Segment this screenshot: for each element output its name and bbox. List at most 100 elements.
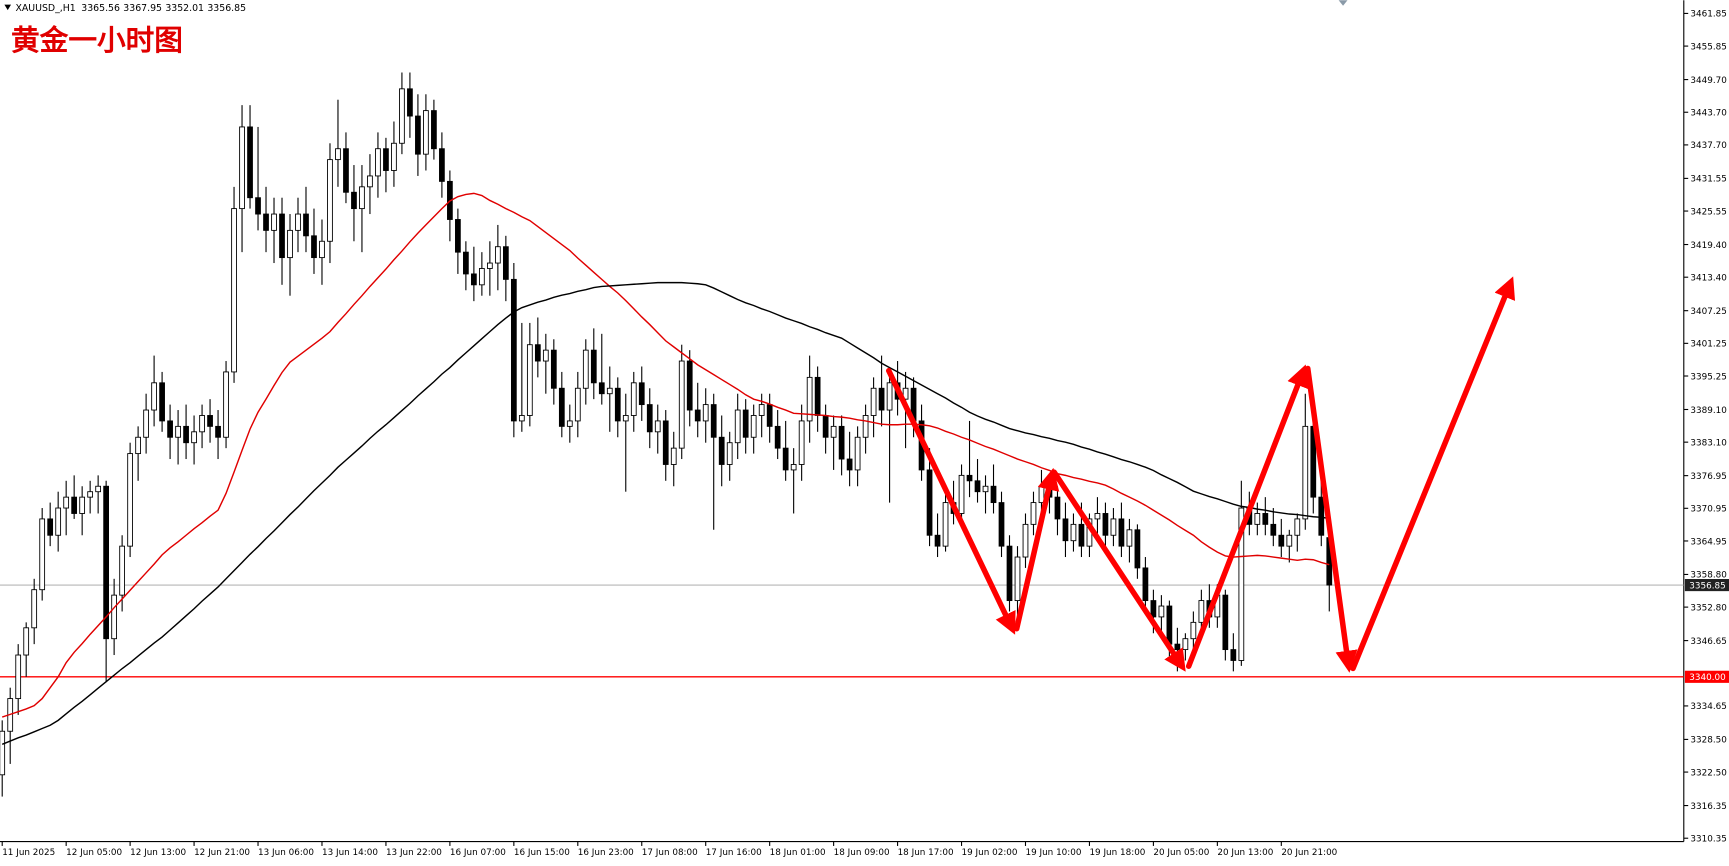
candle-body	[15, 654, 22, 700]
candle-body	[1174, 643, 1181, 651]
candle-body	[1030, 502, 1037, 525]
candle-body	[806, 376, 813, 422]
candle-body	[486, 262, 493, 269]
candle-body	[1062, 518, 1069, 542]
candle-body	[1142, 567, 1149, 602]
candle-body	[463, 251, 469, 275]
candle-body	[47, 518, 54, 536]
candle-body	[255, 197, 261, 215]
candle-body	[87, 491, 94, 498]
candle-body	[1182, 638, 1189, 651]
candle-body	[399, 88, 405, 144]
current-price-label: 3356.85	[1689, 581, 1725, 591]
candle-body	[1190, 621, 1197, 640]
candle-body	[1102, 513, 1109, 536]
y-tick-label: 3370.95	[1690, 505, 1726, 515]
x-tick-label: 20 Jun 13:00	[1217, 848, 1273, 858]
candle-body	[263, 213, 269, 231]
x-tick-label: 19 Jun 10:00	[1025, 848, 1081, 858]
candle-body	[1254, 513, 1261, 525]
candle-body	[423, 110, 429, 155]
header-close: 3356.85	[207, 3, 246, 14]
y-tick-label: 3352.80	[1690, 603, 1727, 613]
x-tick-label: 12 Jun 13:00	[130, 848, 186, 858]
y-tick-label: 3316.35	[1690, 802, 1726, 812]
candle-body	[590, 349, 597, 384]
y-tick-label: 3431.55	[1690, 175, 1726, 185]
candle-body	[199, 415, 205, 433]
candle-body	[1006, 545, 1013, 602]
candle-body	[63, 496, 70, 509]
candle-body	[534, 344, 541, 362]
candle-body	[1166, 605, 1173, 645]
candle-body	[71, 496, 78, 514]
chart-header: XAUUSD_,H1 3365.56 3367.95 3352.01 3356.85	[15, 3, 246, 14]
candle-body	[766, 404, 773, 427]
candle-body	[750, 415, 757, 438]
candle-body	[1198, 600, 1205, 623]
candle-body	[207, 415, 213, 427]
candle-body	[1262, 513, 1269, 525]
candle-body	[606, 387, 613, 395]
candle-body	[862, 415, 869, 438]
arrow	[886, 367, 1016, 635]
candle-body	[479, 268, 485, 286]
candle-body	[1278, 534, 1285, 547]
x-tick-label: 12 Jun 05:00	[66, 848, 122, 858]
x-tick-label: 19 Jun 02:00	[962, 848, 1018, 858]
arrow	[1051, 469, 1186, 672]
candle-body	[1286, 534, 1293, 547]
candle-body	[878, 387, 885, 411]
candle-body	[103, 485, 109, 640]
candle-body	[111, 594, 117, 640]
candle-body	[295, 213, 301, 231]
x-tick-label: 12 Jun 21:00	[194, 848, 250, 858]
y-tick-label: 3328.50	[1690, 736, 1727, 746]
candle-body	[1014, 556, 1021, 602]
y-tick-label: 3322.50	[1690, 768, 1727, 778]
candle-body	[638, 382, 645, 406]
x-tick-label: 16 Jun 07:00	[450, 848, 506, 858]
candle-body	[502, 246, 509, 280]
candle-body	[223, 371, 229, 438]
candle-body	[614, 387, 621, 422]
candle-body	[758, 404, 765, 416]
candle-body	[662, 420, 669, 465]
candle-body	[471, 273, 477, 286]
candle-body	[151, 382, 157, 411]
candle-body	[431, 110, 437, 150]
candle-body	[79, 496, 86, 514]
candle-body	[391, 142, 397, 171]
candle-body	[846, 458, 853, 471]
candle-body	[159, 382, 165, 422]
y-tick-label: 3407.25	[1690, 307, 1726, 317]
candle-body	[1294, 518, 1301, 536]
candle-body	[550, 349, 557, 389]
candle-body	[678, 360, 685, 449]
candle-body	[167, 420, 173, 438]
candle-body	[343, 148, 349, 193]
annotation-title: 黄金一小时图	[11, 24, 183, 57]
y-tick-label: 3395.25	[1690, 372, 1726, 382]
candle-body	[998, 502, 1005, 547]
candle-body	[1150, 600, 1157, 618]
candle-body	[135, 436, 141, 455]
y-tick-label: 3358.80	[1690, 571, 1727, 581]
x-tick-label: 18 Jun 09:00	[834, 848, 890, 858]
x-tick-label: 20 Jun 21:00	[1281, 848, 1337, 858]
candle-body	[1022, 523, 1029, 558]
candle-body	[215, 425, 221, 438]
candle-body	[39, 518, 46, 591]
candle-body	[1094, 513, 1101, 520]
candle-body	[838, 425, 845, 460]
candle-body	[1110, 518, 1117, 536]
candle-body	[926, 469, 933, 536]
candle-body	[694, 409, 701, 422]
scroll-marker	[1338, 0, 1348, 6]
candle-body	[558, 387, 565, 427]
plot-area: 3461.85 3455.85 3449.70 3443.70 3437.70 3431.…	[0, 10, 1729, 858]
arrow	[1013, 467, 1060, 632]
symbol: XAUUSD_,H1	[15, 3, 75, 14]
candle-body	[510, 278, 517, 422]
